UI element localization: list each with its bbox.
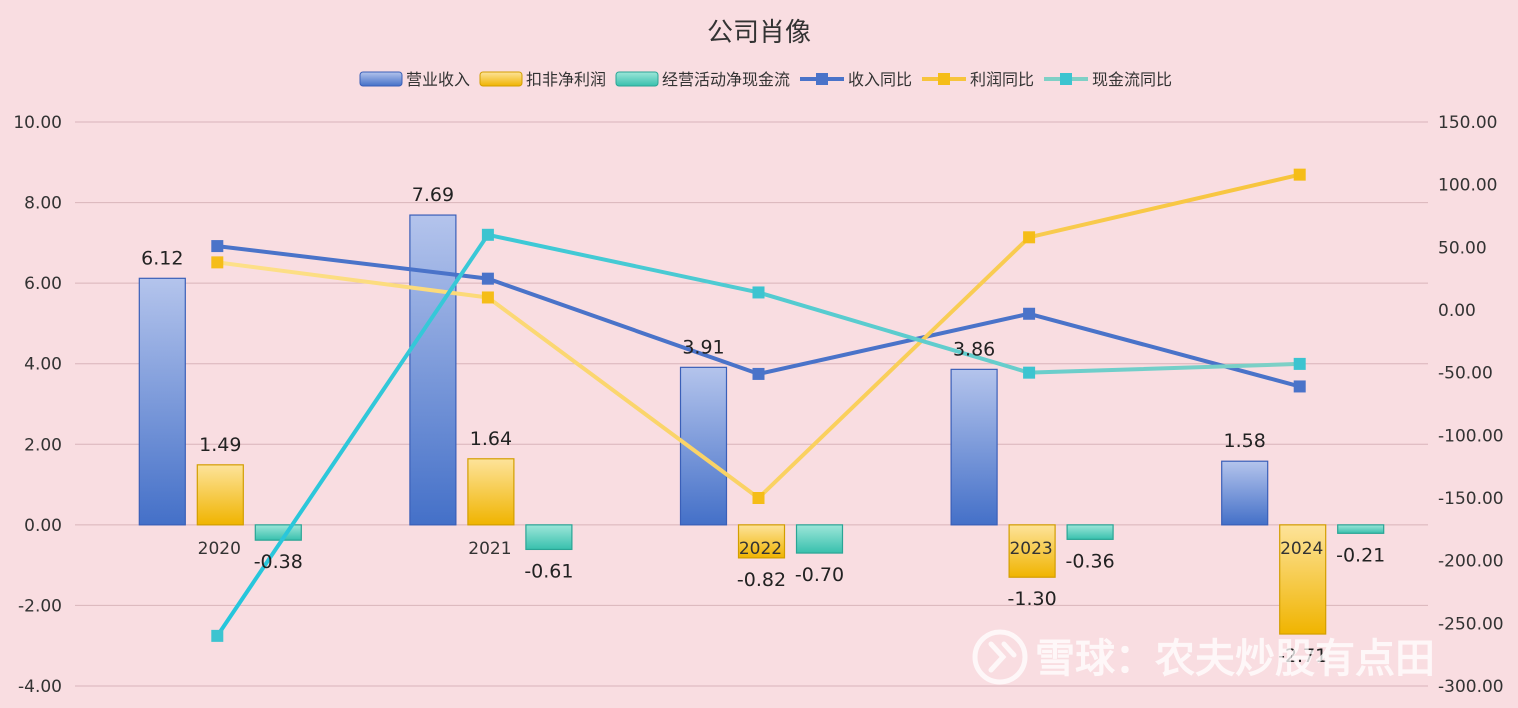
line-marker xyxy=(752,367,765,380)
y2-tick-label: 0.00 xyxy=(1438,301,1476,321)
legend-label: 利润同比 xyxy=(970,70,1034,89)
line-marker xyxy=(1293,357,1306,370)
bar xyxy=(795,524,844,554)
bar-value-label: -0.61 xyxy=(524,560,573,582)
bar xyxy=(737,524,786,559)
y-axis-left: 10.00 8.00 6.00 4.00 2.00 0.00 -2.00 -4.00 xyxy=(13,113,62,697)
category-label: 2022 xyxy=(739,539,782,559)
y2-tick-label: -150.00 xyxy=(1438,489,1504,509)
legend-marker xyxy=(938,73,950,85)
bar-value-label: 3.91 xyxy=(682,336,724,358)
bar-data-labels: 6.12 7.69 3.91 3.86 1.58 1.49 1.64 -0.82 -1.30 -2… xyxy=(141,184,1385,667)
bar-value-label: 1.49 xyxy=(199,434,241,456)
line-marker xyxy=(1023,366,1036,379)
legend-label: 营业收入 xyxy=(406,70,470,89)
category-labels: 2020 2021 2022 2023 2024 xyxy=(198,539,1324,559)
y-tick-label: 4.00 xyxy=(24,355,62,375)
bar xyxy=(196,464,244,526)
y2-tick-label: 100.00 xyxy=(1438,176,1497,196)
bar xyxy=(950,368,998,526)
line-marker xyxy=(752,492,765,504)
y2-tick-label: -50.00 xyxy=(1438,364,1493,384)
y2-tick-label: -300.00 xyxy=(1438,677,1504,697)
bar xyxy=(1279,524,1327,635)
gridlines xyxy=(75,121,1428,687)
legend-label: 收入同比 xyxy=(848,70,912,89)
line-marker xyxy=(481,291,494,304)
watermark: 雪球：农夫炒股有点田 xyxy=(972,629,1435,685)
y-tick-label: 8.00 xyxy=(24,194,62,214)
bar-value-label: 7.69 xyxy=(412,184,454,206)
category-label: 2021 xyxy=(468,539,511,559)
legend: 营业收入 扣非净利润 经营活动净现金流 收入同比 利润同比 现金流同比 xyxy=(359,70,1172,89)
series-line xyxy=(217,172,1301,500)
category-label: 2020 xyxy=(198,539,241,559)
bar-value-label: -0.36 xyxy=(1066,550,1115,572)
bar xyxy=(254,524,302,541)
lines xyxy=(211,168,1306,642)
bar xyxy=(1008,524,1056,578)
y-tick-label: 6.00 xyxy=(24,274,62,294)
y2-tick-label: -200.00 xyxy=(1438,552,1504,572)
y-tick-label: 10.00 xyxy=(13,113,62,133)
watermark-text: 雪球：农夫炒股有点田 xyxy=(1035,636,1435,682)
y2-tick-label: 150.00 xyxy=(1438,113,1497,133)
legend-swatch xyxy=(479,71,523,87)
line-marker xyxy=(1293,168,1306,181)
bar-value-label: -1.30 xyxy=(1008,588,1057,610)
xueqiu-logo-icon xyxy=(972,629,1028,685)
y2-tick-label: -250.00 xyxy=(1438,614,1504,634)
bar xyxy=(1337,524,1385,534)
bar xyxy=(138,277,186,526)
bar-value-label: -0.38 xyxy=(254,551,303,573)
bar-value-label: 1.64 xyxy=(470,428,512,450)
bar xyxy=(409,214,457,526)
line-marker xyxy=(211,629,224,642)
legend-label: 经营活动净现金流 xyxy=(662,70,790,89)
line-marker xyxy=(1023,307,1036,320)
legend-label: 现金流同比 xyxy=(1092,70,1172,89)
bar xyxy=(525,524,573,551)
bar-value-label: -0.82 xyxy=(737,569,786,591)
y2-tick-label: 50.00 xyxy=(1438,238,1487,258)
line-marker xyxy=(1023,231,1036,244)
bar-value-label: -0.70 xyxy=(795,564,844,586)
line-marker xyxy=(211,256,224,269)
bar xyxy=(1221,460,1269,526)
line-marker xyxy=(752,286,765,299)
bar-value-label: 6.12 xyxy=(141,247,183,269)
bar-value-label: -2.71 xyxy=(1278,645,1327,667)
line-marker xyxy=(481,228,494,241)
bars xyxy=(138,214,1385,635)
legend-swatch xyxy=(615,71,659,87)
legend-marker xyxy=(1060,73,1072,85)
y-tick-label: -4.00 xyxy=(18,677,62,697)
series-line xyxy=(217,244,1301,389)
legend-marker xyxy=(816,73,828,85)
line-marker xyxy=(1293,380,1306,393)
y-tick-label: 2.00 xyxy=(24,435,62,455)
bar xyxy=(1066,524,1114,540)
chart-title: 公司肖像 xyxy=(707,18,811,48)
bar xyxy=(467,458,515,526)
y-tick-label: 0.00 xyxy=(24,516,62,536)
category-label: 2024 xyxy=(1280,539,1323,559)
y2-tick-label: -100.00 xyxy=(1438,426,1504,446)
y-axis-right: 150.00 100.00 50.00 0.00 -50.00 -100.00 -150.0… xyxy=(1438,113,1504,697)
legend-label: 扣非净利润 xyxy=(526,70,606,89)
bar-value-label: 3.86 xyxy=(953,338,995,360)
bar-value-label: 1.58 xyxy=(1224,430,1266,452)
y-tick-label: -2.00 xyxy=(18,596,62,616)
line-marker xyxy=(481,272,494,285)
legend-swatch xyxy=(359,71,403,87)
category-label: 2023 xyxy=(1009,539,1052,559)
bar-value-label: -0.21 xyxy=(1336,544,1385,566)
line-marker xyxy=(211,240,224,253)
